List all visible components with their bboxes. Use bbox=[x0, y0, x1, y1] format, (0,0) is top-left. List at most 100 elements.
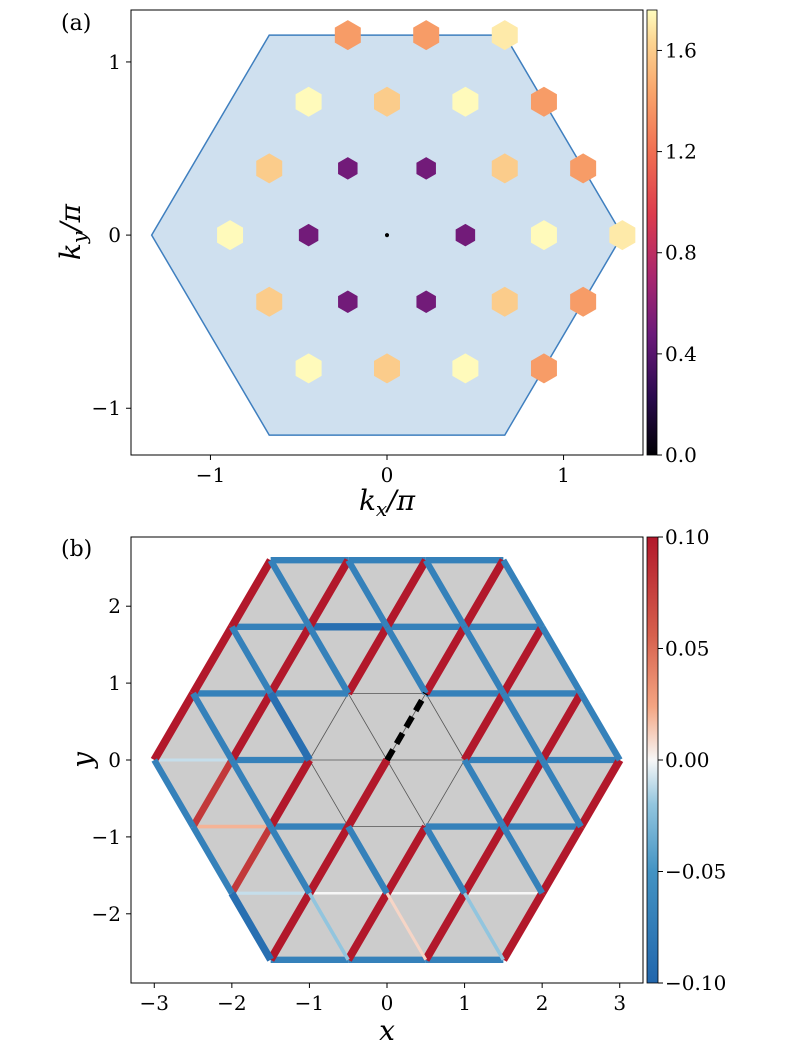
bond-82 bbox=[539, 625, 584, 696]
bond-81 bbox=[500, 691, 545, 762]
ticks-group-b: −3 −2 −1 0 1 2 3 −2 −1 0 1 2 bbox=[92, 594, 627, 1015]
ticks-group-a: −1 0 1 −1 0 1 bbox=[92, 50, 570, 487]
lattice-edge-62 bbox=[386, 759, 427, 827]
cb-tick-label-a-1: 0.4 bbox=[665, 342, 697, 366]
bond-53 bbox=[423, 558, 468, 629]
y-tick-label-a-2: 1 bbox=[108, 50, 121, 74]
bond-1 bbox=[150, 691, 197, 763]
bond-22 bbox=[190, 824, 235, 895]
data-point-3 bbox=[416, 157, 436, 180]
y-tick-label-a-1: 0 bbox=[108, 223, 121, 247]
data-point-1 bbox=[455, 223, 476, 247]
data-point-10 bbox=[295, 86, 322, 117]
x-tick-label-b-2: −1 bbox=[295, 991, 324, 1015]
cb-tick-label-a-4: 1.6 bbox=[665, 38, 697, 62]
cb-tick-label-a-0: 0.0 bbox=[665, 443, 697, 467]
bond-50 bbox=[384, 625, 429, 696]
points-group bbox=[217, 20, 636, 384]
x-tick-label-b-4: 1 bbox=[458, 991, 471, 1015]
bond-49 bbox=[422, 624, 469, 696]
cb-tick-label-b-1: −0.05 bbox=[665, 860, 726, 884]
bond-31 bbox=[306, 625, 351, 696]
x-tick-label-b-1: −2 bbox=[217, 991, 246, 1015]
bond-67 bbox=[499, 624, 546, 696]
bond-33 bbox=[383, 558, 430, 629]
bond-75 bbox=[423, 824, 468, 895]
data-point-7 bbox=[530, 220, 557, 251]
bond-58 bbox=[383, 824, 430, 896]
data-point-21 bbox=[570, 153, 597, 184]
bond-68 bbox=[461, 625, 507, 696]
data-point-24 bbox=[530, 353, 557, 384]
data-point-15 bbox=[491, 286, 518, 317]
bond-25 bbox=[229, 758, 274, 829]
bond-83 bbox=[499, 891, 546, 962]
data-point-6 bbox=[338, 290, 358, 314]
bond-40 bbox=[305, 824, 352, 896]
bond-18 bbox=[267, 558, 313, 629]
bond-56 bbox=[307, 892, 350, 961]
bond-77 bbox=[499, 757, 546, 829]
bond-38 bbox=[228, 891, 274, 962]
y-axis-label-a: ky/π bbox=[54, 203, 91, 260]
y-tick-label-b-0: −2 bbox=[92, 902, 121, 926]
x-axis-label-a: kx/π bbox=[359, 484, 416, 521]
bond-5 bbox=[228, 558, 275, 629]
bond-84 bbox=[463, 892, 505, 961]
bond-34 bbox=[345, 558, 390, 629]
bond-52 bbox=[461, 558, 507, 629]
x-tick-label-b-3: 0 bbox=[381, 991, 394, 1015]
y-tick-label-b-4: 2 bbox=[108, 594, 121, 618]
bond-14 bbox=[267, 624, 313, 696]
x-tick-label-a-0: −1 bbox=[196, 463, 225, 487]
bond-89 bbox=[578, 691, 623, 762]
bond-41 bbox=[267, 824, 313, 895]
data-point-26 bbox=[334, 20, 361, 51]
data-point-16 bbox=[256, 286, 283, 317]
bond-59 bbox=[345, 824, 390, 895]
bond-21 bbox=[228, 824, 274, 895]
x-tick-label-b-5: 2 bbox=[536, 991, 549, 1015]
panel-a-label: (a) bbox=[61, 11, 91, 36]
cb-tick-label-a-3: 1.2 bbox=[665, 140, 697, 164]
lattice-edge-65 bbox=[425, 693, 465, 761]
y-axis-label-b: y bbox=[66, 751, 99, 770]
colorbar-a bbox=[646, 9, 658, 456]
bond-87 bbox=[577, 757, 624, 829]
cb-tick-label-b-3: 0.05 bbox=[665, 637, 710, 661]
data-point-25 bbox=[413, 20, 440, 51]
data-point-13 bbox=[491, 153, 518, 184]
panel-a: (a) −1 0 1 −1 0 1 kx/π ky/π 0.0 0.4 0.8 1.2 1.6 bbox=[54, 9, 697, 521]
data-point-5 bbox=[416, 290, 436, 314]
data-point-18 bbox=[374, 353, 400, 384]
cb-tick-label-a-2: 0.8 bbox=[665, 241, 697, 265]
data-point-17 bbox=[374, 86, 400, 117]
removed-bond bbox=[384, 691, 429, 762]
bond-11 bbox=[228, 691, 275, 763]
x-axis-label-b: x bbox=[379, 1014, 395, 1047]
y-tick-label-b-2: 0 bbox=[108, 748, 121, 772]
bond-24 bbox=[267, 757, 313, 829]
bond-86 bbox=[500, 824, 545, 895]
colorbar-ticks-a: 0.0 0.4 0.8 1.2 1.6 bbox=[657, 38, 697, 467]
data-point-8 bbox=[217, 220, 244, 251]
bond-71 bbox=[422, 891, 469, 962]
cb-tick-label-b-0: −0.10 bbox=[665, 971, 726, 995]
data-point-2 bbox=[298, 223, 319, 247]
cb-tick-label-b-4: 0.10 bbox=[665, 525, 710, 549]
colorbar-b bbox=[646, 536, 659, 984]
bond-37 bbox=[267, 891, 313, 962]
bond-30 bbox=[344, 624, 391, 696]
x-tick-label-b-6: 3 bbox=[613, 991, 626, 1015]
colorbar-ticks-b: −0.10 −0.05 0.00 0.05 0.10 bbox=[658, 525, 726, 995]
bond-85 bbox=[538, 824, 585, 896]
data-point-4 bbox=[338, 157, 358, 180]
data-point-12 bbox=[295, 353, 322, 384]
bond-8 bbox=[190, 758, 235, 829]
cb-tick-label-b-2: 0.00 bbox=[665, 748, 710, 772]
lattice-edge-44 bbox=[309, 759, 349, 827]
lattice-edge-61 bbox=[425, 759, 465, 827]
data-point-19 bbox=[609, 220, 636, 251]
bond-69 bbox=[500, 558, 545, 629]
